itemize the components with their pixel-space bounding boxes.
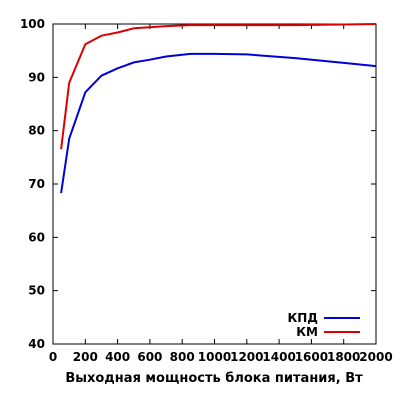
x-tick-label: 1200	[230, 350, 263, 364]
x-tick-label: 800	[170, 350, 195, 364]
series-line-2	[60, 23, 377, 150]
legend-label-2: КМ	[296, 325, 318, 339]
x-axis-title: Выходная мощность блока питания, Вт	[65, 371, 363, 386]
legend-label-1: КПД	[287, 311, 318, 325]
x-tick-label: 1000	[198, 350, 231, 364]
y-tick-label: 40	[28, 337, 45, 351]
series-lines	[60, 23, 377, 194]
plot-frame	[52, 23, 377, 345]
x-tick-label: 0	[49, 350, 57, 364]
x-tick-label: 400	[105, 350, 130, 364]
y-axis-ticks: 40 50 60 70 80 90 100	[20, 17, 376, 351]
series-line-1	[60, 52, 377, 194]
x-tick-label: 600	[137, 350, 162, 364]
y-tick-label: 90	[28, 70, 45, 84]
y-tick-label: 70	[28, 177, 45, 191]
y-tick-label: 60	[28, 230, 45, 244]
x-tick-label: 2000	[359, 350, 392, 364]
y-tick-label: 50	[28, 284, 45, 298]
y-tick-label: 100	[20, 17, 45, 31]
x-tick-label: 200	[73, 350, 98, 364]
y-tick-label: 80	[28, 124, 45, 138]
x-tick-label: 1600	[295, 350, 328, 364]
plot-border	[52, 23, 377, 345]
x-tick-label: 1800	[327, 350, 360, 364]
x-tick-label: 1400	[262, 350, 295, 364]
